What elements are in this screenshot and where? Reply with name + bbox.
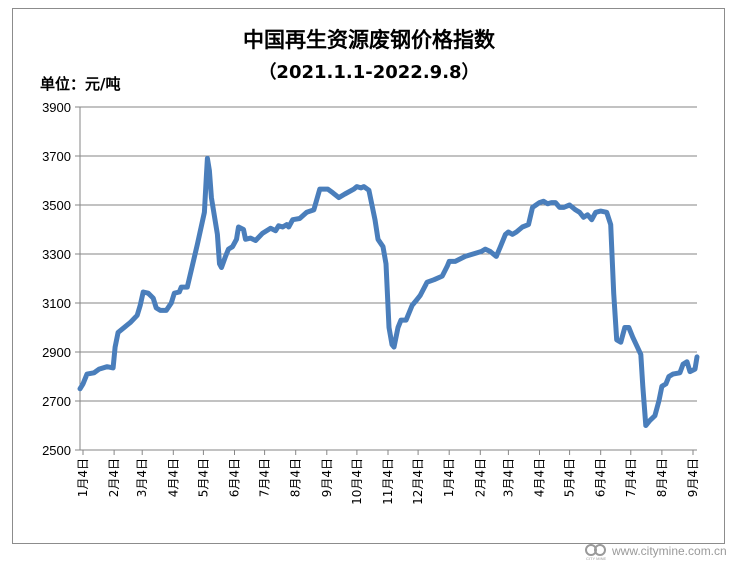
x-tick-label: 5月4日 (563, 458, 577, 497)
y-tick-label: 3300 (42, 247, 71, 262)
y-tick-label: 2900 (42, 345, 71, 360)
axes (79, 107, 697, 455)
price-series-line (77, 155, 700, 428)
x-tick-label: 2月4日 (473, 458, 487, 497)
citymine-logo-icon: CITY MINE (585, 544, 606, 561)
x-tick-label: 3月4日 (501, 458, 515, 497)
chart-subtitle: （2021.1.1-2022.9.8） (258, 62, 479, 83)
x-tick-label: 8月4日 (655, 458, 669, 497)
y-tick-label: 3700 (42, 149, 71, 164)
x-tick-label: 4月4日 (532, 458, 546, 497)
y-tick-label: 2700 (42, 394, 71, 409)
x-tick-label: 4月4日 (166, 458, 180, 497)
x-tick-label: 7月4日 (624, 458, 638, 497)
x-tick-label: 1月4日 (442, 458, 456, 497)
watermark: CITY MINE www.citymine.com.cn (585, 544, 727, 561)
x-tick-label: 1月4日 (76, 458, 90, 497)
grid-lines (75, 106, 697, 451)
x-tick-label: 2月4日 (107, 458, 121, 497)
logo-text: CITY MINE (586, 556, 606, 561)
x-tick-labels: 1月4日 2月4日 3月4日 4月4日 5月4日 6月4日 7月4日 8月4日 9月4日 10月4… (76, 458, 700, 505)
x-tick-label: 8月4日 (289, 458, 303, 497)
y-tick-labels: 2500 2700 2900 3100 3300 3500 3700 3900 (42, 100, 71, 458)
y-tick-label: 3500 (42, 198, 71, 213)
x-tick-label: 6月4日 (228, 458, 242, 497)
x-tick-label: 6月4日 (594, 458, 608, 497)
x-tick-label: 3月4日 (135, 458, 149, 497)
x-tick-label: 7月4日 (258, 458, 272, 497)
y-tick-label: 2500 (42, 443, 71, 458)
x-tick-label: 12月4日 (411, 458, 425, 505)
chart-frame (12, 8, 725, 544)
x-tick-label: 9月4日 (320, 458, 334, 497)
watermark-text: www.citymine.com.cn (611, 544, 727, 558)
x-tick-label: 10月4日 (350, 458, 364, 505)
unit-label: 单位：元/吨 (40, 75, 120, 93)
y-tick-label: 3100 (42, 296, 71, 311)
x-tick-label: 5月4日 (196, 458, 210, 497)
chart-title: 中国再生资源废钢价格指数 (243, 28, 496, 52)
x-tick-label: 9月4日 (686, 458, 700, 497)
y-tick-label: 3900 (42, 100, 71, 115)
x-tick-label: 11月4日 (381, 458, 395, 505)
